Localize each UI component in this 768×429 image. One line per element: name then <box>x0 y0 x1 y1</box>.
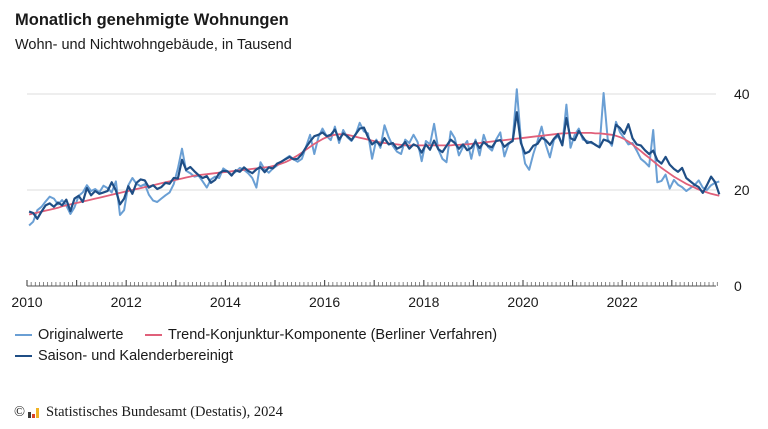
y-tick-label: 20 <box>734 182 750 198</box>
legend-item-trend: Trend-Konjunktur-Komponente (Berliner Ve… <box>145 327 497 343</box>
series-line-saisonbereinigt <box>28 111 721 220</box>
y-tick-label: 40 <box>734 86 750 102</box>
x-tick-label: 2020 <box>507 294 538 310</box>
gridlines <box>27 93 716 191</box>
x-tick-label: 2018 <box>408 294 439 310</box>
x-tick-label: 2014 <box>210 294 241 310</box>
x-tick-label: 2012 <box>111 294 142 310</box>
x-tick-label: 2022 <box>607 294 638 310</box>
series-line-originalwerte <box>28 88 720 227</box>
legend-label: Originalwerte <box>38 327 124 343</box>
source-text: Statistisches Bundesamt (Destatis), 2024 <box>46 404 283 420</box>
source-footer: © Statistisches Bundesamt (Destatis), 20… <box>14 404 283 421</box>
y-tick-label: 0 <box>734 278 742 294</box>
legend-swatch-trend <box>145 333 162 337</box>
series-lines <box>28 88 721 227</box>
x-axis: 2010 2012 2014 2016 2018 2020 2022 <box>11 280 718 310</box>
legend-item-saisonbereinigt: Saison- und Kalenderbereinigt <box>15 348 233 364</box>
destatis-logo-icon <box>28 407 40 418</box>
x-tick-label: 2016 <box>309 294 340 310</box>
chart-title: Monatlich genehmigte Wohnungen <box>15 11 289 29</box>
legend-item-originalwerte: Originalwerte <box>15 327 123 343</box>
series-line-trend <box>28 131 720 216</box>
y-axis-labels: 0 20 40 <box>734 86 750 294</box>
copyright-icon: © <box>14 404 26 420</box>
legend-swatch-originalwerte <box>15 333 32 337</box>
x-tick-label: 2010 <box>11 294 42 310</box>
legend-label: Saison- und Kalenderbereinigt <box>38 348 234 364</box>
legend-swatch-saisonbereinigt <box>15 354 32 358</box>
chart-subtitle: Wohn- und Nichtwohngebäude, in Tausend <box>15 37 292 53</box>
legend-label: Trend-Konjunktur-Komponente (Berliner Ve… <box>168 327 498 343</box>
line-chart: 2010 2012 2014 2016 2018 2020 2022 0 20 40 <box>11 86 750 310</box>
